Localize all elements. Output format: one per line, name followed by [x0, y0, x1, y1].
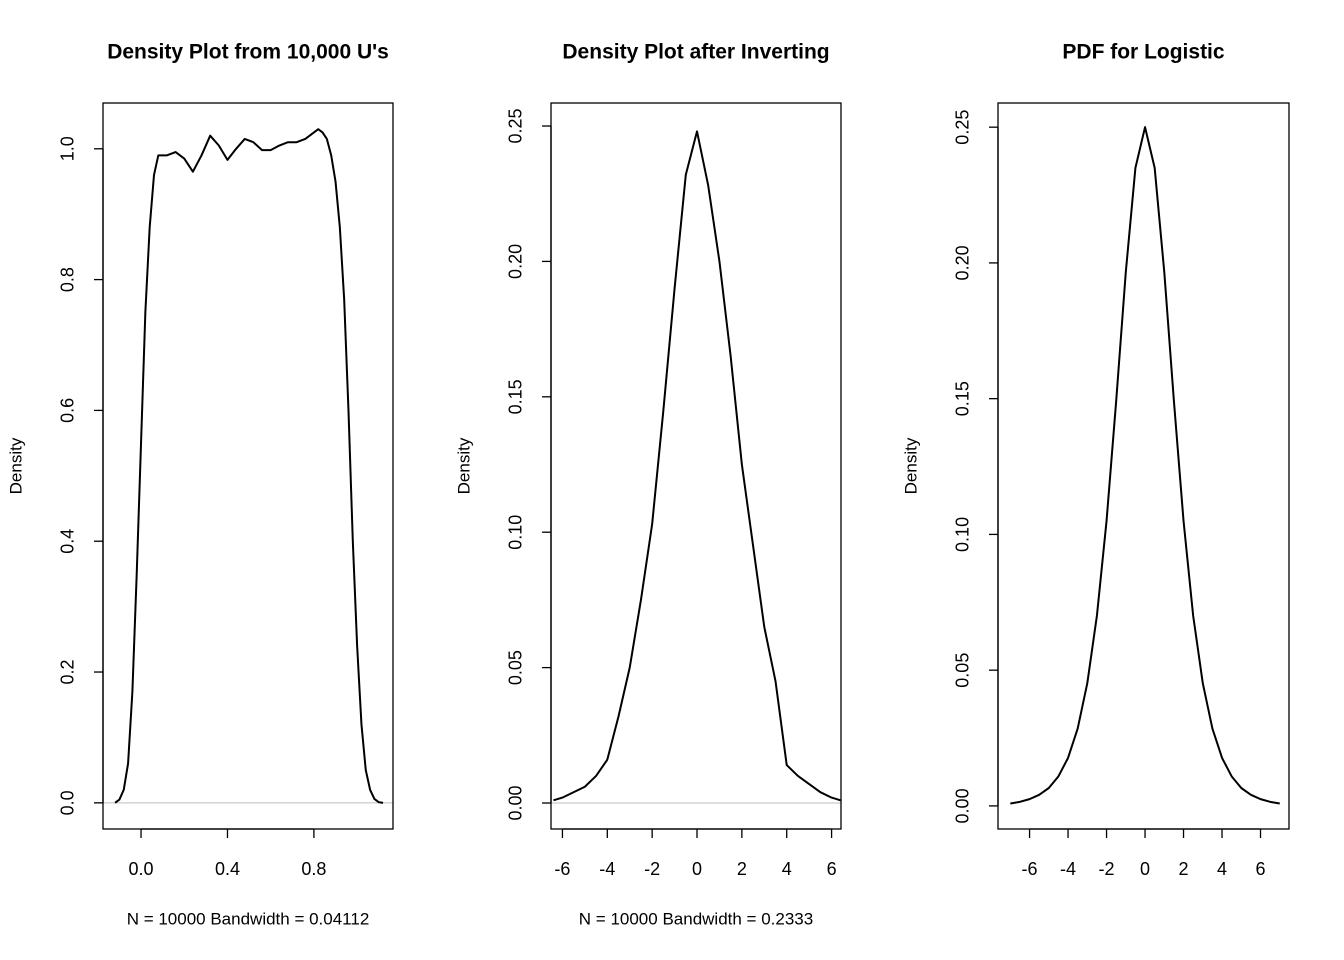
x-tick-label: 2: [737, 859, 747, 879]
y-tick-label: 0.15: [506, 379, 526, 414]
x-axis-label: N = 10000 Bandwidth = 0.04112: [127, 909, 370, 928]
y-tick-label: 0.20: [953, 245, 973, 280]
x-tick-label: -6: [1022, 859, 1038, 879]
x-tick-label: -6: [554, 859, 570, 879]
y-tick-label: 1.0: [58, 136, 78, 161]
y-tick-label: 0.25: [953, 110, 973, 145]
x-tick-label: 6: [827, 859, 837, 879]
chart-title: PDF for Logistic: [1062, 41, 1224, 64]
y-axis-label: Density: [901, 437, 920, 494]
x-axis-label: N = 10000 Bandwidth = 0.2333: [579, 909, 813, 928]
x-tick-label: 2: [1179, 859, 1189, 879]
y-tick-label: 0.2: [58, 660, 78, 685]
y-tick-label: 0.0: [58, 790, 78, 815]
x-tick-label: 0.4: [215, 859, 240, 879]
x-tick-label: 0: [1140, 859, 1150, 879]
x-tick-label: -2: [1099, 859, 1115, 879]
x-tick-label: -4: [1060, 859, 1076, 879]
y-tick-label: 0.25: [506, 108, 526, 143]
x-tick-label: -2: [644, 859, 660, 879]
plot-frame: [997, 102, 1290, 830]
y-tick-label: 0.15: [953, 381, 973, 416]
chart-title: Density Plot after Inverting: [562, 41, 829, 64]
plot-frame: [550, 102, 842, 830]
x-tick-label: 4: [1217, 859, 1227, 879]
x-tick-label: 6: [1256, 859, 1266, 879]
y-tick-label: 0.6: [58, 398, 78, 423]
y-tick-label: 0.4: [58, 529, 78, 554]
density-line: [553, 130, 841, 802]
y-tick-label: 0.10: [506, 515, 526, 550]
y-tick-label: 0.00: [506, 785, 526, 820]
x-tick-label: 4: [782, 859, 792, 879]
x-tick-label: 0: [692, 859, 702, 879]
y-tick-label: 0.10: [953, 517, 973, 552]
density-line: [1010, 126, 1280, 805]
y-tick-label: 0.05: [953, 653, 973, 688]
chart-title: Density Plot from 10,000 U's: [107, 41, 389, 64]
y-tick-label: 0.05: [506, 650, 526, 685]
y-tick-label: 0.00: [953, 788, 973, 823]
density-line: [114, 128, 384, 804]
y-axis-label: Density: [6, 437, 25, 494]
y-tick-label: 0.8: [58, 267, 78, 292]
x-tick-label: -4: [599, 859, 615, 879]
plot-frame: [102, 102, 394, 830]
x-tick-label: 0.0: [129, 859, 154, 879]
x-tick-label: 0.8: [301, 859, 326, 879]
y-axis-label: Density: [454, 437, 473, 494]
y-tick-label: 0.20: [506, 244, 526, 279]
